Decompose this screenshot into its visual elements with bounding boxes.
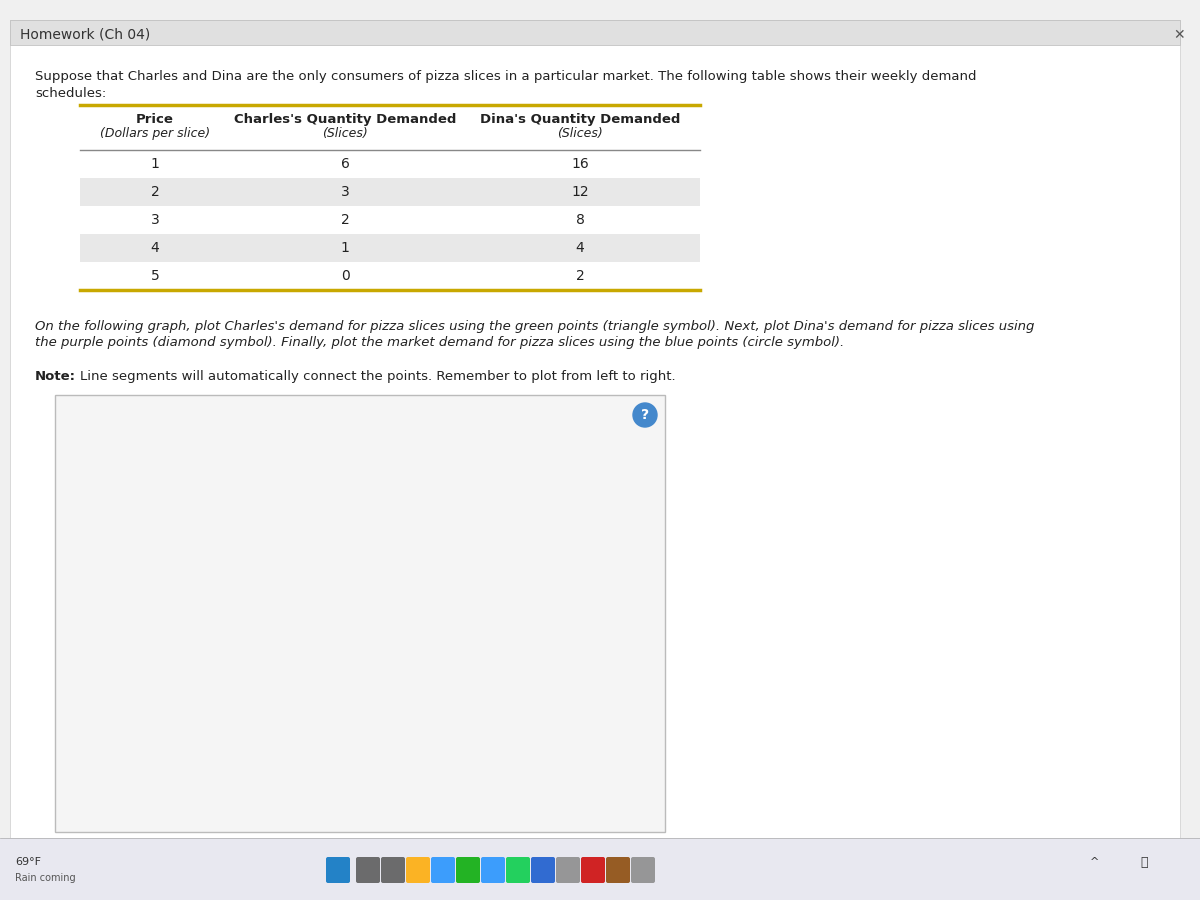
FancyBboxPatch shape bbox=[506, 857, 530, 883]
FancyBboxPatch shape bbox=[382, 857, 406, 883]
FancyBboxPatch shape bbox=[80, 234, 700, 262]
FancyBboxPatch shape bbox=[530, 857, 554, 883]
Text: On the following graph, plot Charles's demand for pizza slices using the green p: On the following graph, plot Charles's d… bbox=[35, 320, 1034, 333]
Text: Dina's Quantity Demanded: Dina's Quantity Demanded bbox=[480, 113, 680, 126]
Text: 2: 2 bbox=[341, 213, 349, 227]
Text: 2: 2 bbox=[151, 185, 160, 199]
Text: Note:: Note: bbox=[35, 370, 76, 383]
Text: 3: 3 bbox=[151, 213, 160, 227]
Text: 8: 8 bbox=[576, 213, 584, 227]
FancyBboxPatch shape bbox=[10, 20, 1180, 840]
Text: ✕: ✕ bbox=[1174, 28, 1186, 42]
Text: the purple points (diamond symbol). Finally, plot the market demand for pizza sl: the purple points (diamond symbol). Fina… bbox=[35, 336, 845, 349]
Text: 1: 1 bbox=[341, 241, 349, 255]
Text: (Slices): (Slices) bbox=[557, 127, 602, 140]
FancyBboxPatch shape bbox=[80, 105, 700, 150]
FancyBboxPatch shape bbox=[431, 857, 455, 883]
FancyBboxPatch shape bbox=[80, 150, 700, 178]
Text: Line segments will automatically connect the points. Remember to plot from left : Line segments will automatically connect… bbox=[80, 370, 676, 383]
FancyBboxPatch shape bbox=[55, 395, 665, 832]
FancyBboxPatch shape bbox=[606, 857, 630, 883]
Text: 69°F: 69°F bbox=[14, 857, 41, 867]
FancyBboxPatch shape bbox=[0, 838, 1200, 900]
Text: ?: ? bbox=[641, 408, 649, 422]
FancyBboxPatch shape bbox=[80, 178, 700, 206]
Text: 12: 12 bbox=[571, 185, 589, 199]
Text: 🔊: 🔊 bbox=[1140, 856, 1147, 868]
Text: (Dollars per slice): (Dollars per slice) bbox=[100, 127, 210, 140]
Text: 3: 3 bbox=[341, 185, 349, 199]
Text: 2: 2 bbox=[576, 269, 584, 283]
FancyBboxPatch shape bbox=[631, 857, 655, 883]
FancyBboxPatch shape bbox=[481, 857, 505, 883]
Text: Charles's Quantity Demanded: Charles's Quantity Demanded bbox=[234, 113, 456, 126]
FancyBboxPatch shape bbox=[581, 857, 605, 883]
Text: schedules:: schedules: bbox=[35, 87, 107, 100]
FancyBboxPatch shape bbox=[406, 857, 430, 883]
Text: 4: 4 bbox=[576, 241, 584, 255]
FancyBboxPatch shape bbox=[10, 20, 1180, 45]
Text: 1: 1 bbox=[150, 157, 160, 171]
FancyBboxPatch shape bbox=[326, 857, 350, 883]
Text: 16: 16 bbox=[571, 157, 589, 171]
FancyBboxPatch shape bbox=[80, 206, 700, 234]
Text: 5: 5 bbox=[151, 269, 160, 283]
Text: 6: 6 bbox=[341, 157, 349, 171]
Text: Price: Price bbox=[136, 113, 174, 126]
Text: (Slices): (Slices) bbox=[322, 127, 368, 140]
FancyBboxPatch shape bbox=[456, 857, 480, 883]
Text: Rain coming: Rain coming bbox=[14, 873, 76, 883]
Text: 0: 0 bbox=[341, 269, 349, 283]
Circle shape bbox=[634, 403, 658, 427]
Text: Suppose that Charles and Dina are the only consumers of pizza slices in a partic: Suppose that Charles and Dina are the on… bbox=[35, 70, 977, 83]
FancyBboxPatch shape bbox=[556, 857, 580, 883]
FancyBboxPatch shape bbox=[80, 262, 700, 290]
Text: 4: 4 bbox=[151, 241, 160, 255]
FancyBboxPatch shape bbox=[356, 857, 380, 883]
Text: Homework (Ch 04): Homework (Ch 04) bbox=[20, 28, 150, 42]
Text: ^: ^ bbox=[1090, 857, 1099, 867]
